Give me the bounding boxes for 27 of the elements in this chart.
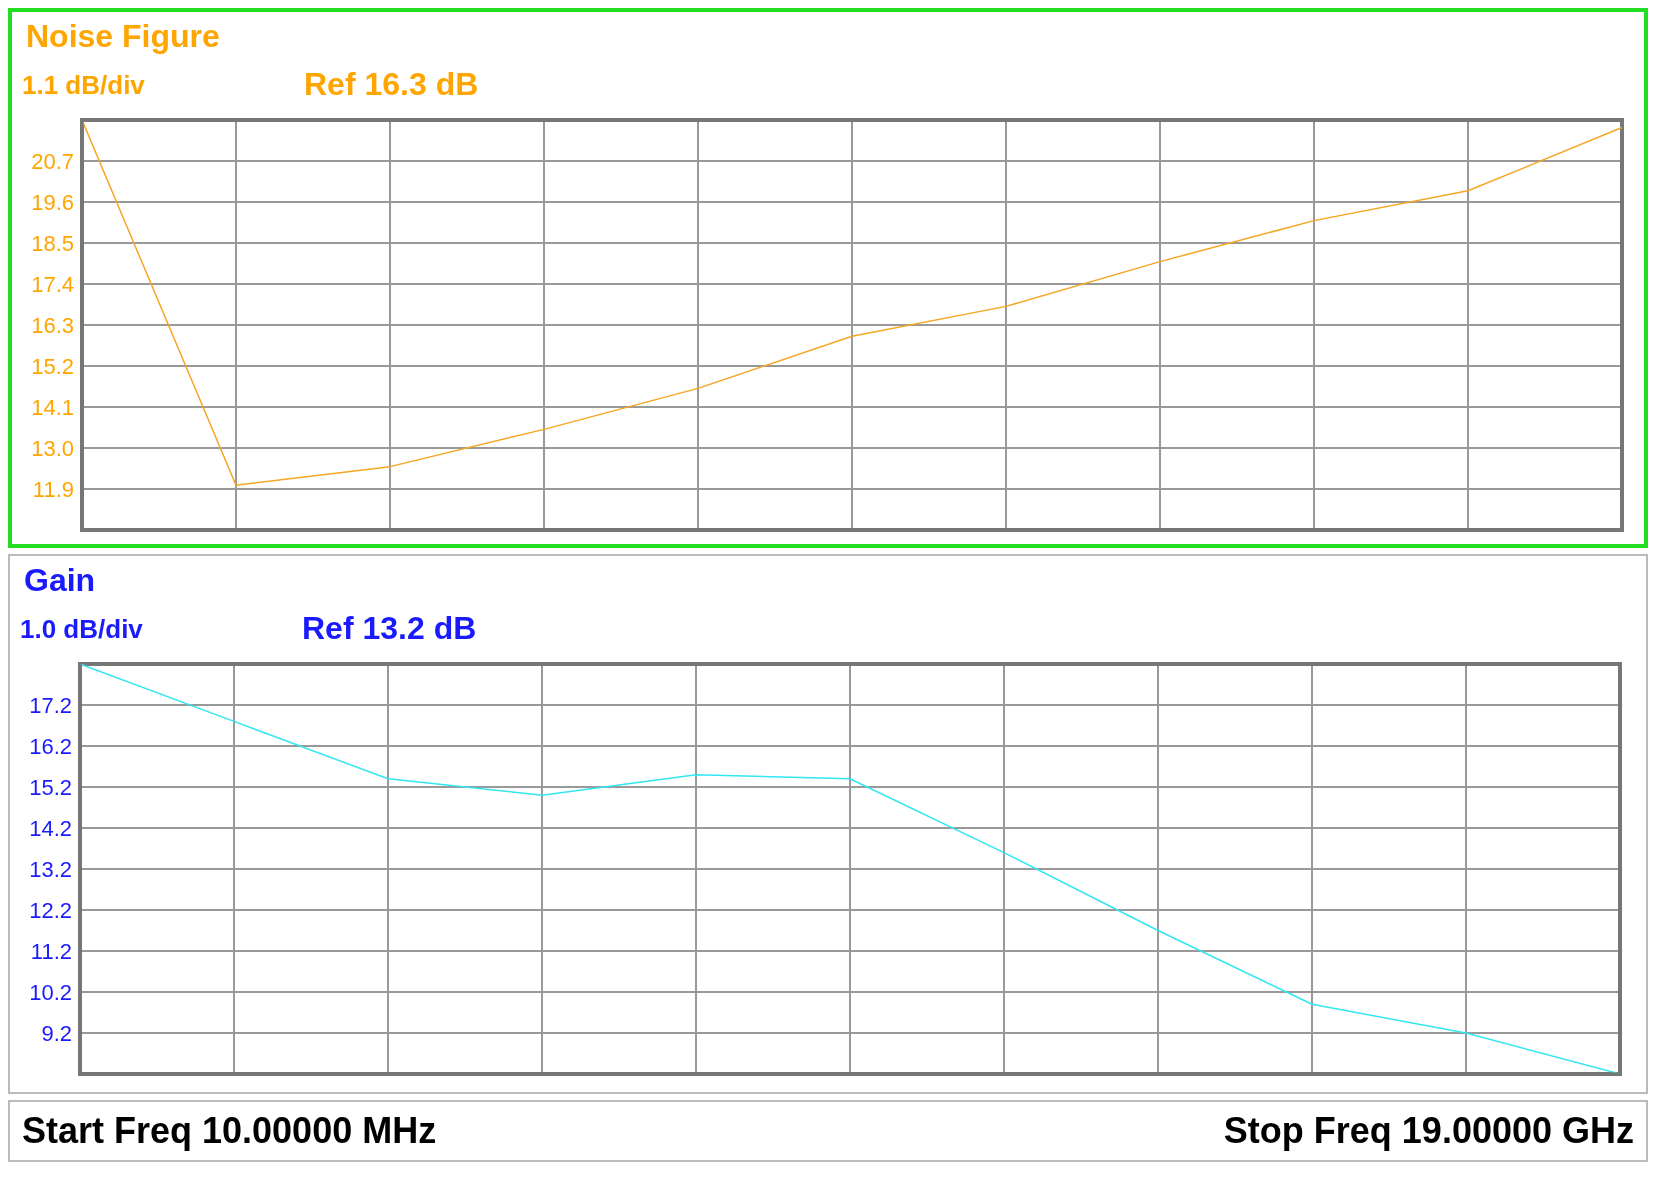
text: Start Freq 10.00000 MHz [22,1110,437,1152]
y-tick-label: 16.2 [29,733,72,759]
text: Ref 16.3 dB [304,66,479,103]
y-tick-label: 19.6 [31,189,74,215]
y-tick-label: 11.2 [30,938,72,964]
y-tick-label: 17.2 [29,692,72,718]
y-tick-label: 16.3 [31,312,74,338]
y-tick-label: 17.4 [31,271,74,297]
text: Ref 13.2 dB [302,610,477,647]
y-tick-label: 11.9 [32,476,74,502]
text: 1.0 dB/div [20,614,143,645]
text: 1.1 dB/div [22,70,145,101]
text: Stop Freq 19.00000 GHz [1223,1110,1634,1152]
y-tick-label: 10.2 [29,979,72,1005]
y-tick-label: 14.1 [31,394,74,420]
y-tick-label: 12.2 [29,897,72,923]
y-tick-label: 13.0 [31,435,74,461]
y-tick-label: 20.7 [31,148,74,174]
chart-title: Gain [24,562,96,599]
y-tick-label: 15.2 [29,774,72,800]
chart-title: Noise Figure [26,18,220,55]
y-tick-label: 14.2 [29,815,72,841]
y-tick-label: 18.5 [31,230,74,256]
y-tick-label: 9.2 [41,1020,72,1046]
y-tick-label: 13.2 [29,856,72,882]
y-tick-label: 15.2 [31,353,74,379]
line-series [79,664,1621,1074]
